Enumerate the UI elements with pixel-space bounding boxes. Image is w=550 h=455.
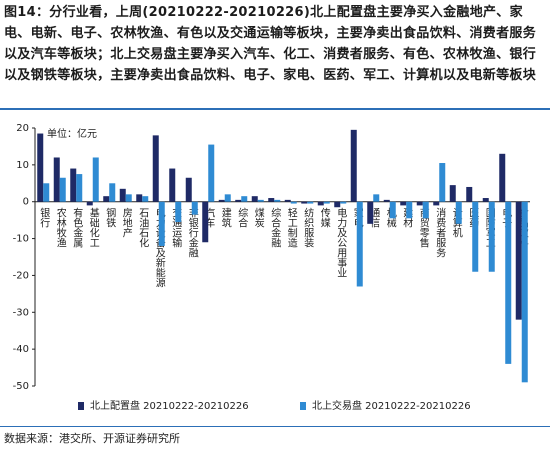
y-tick-label: 0 (23, 197, 29, 208)
bar (422, 201, 429, 219)
bar (383, 199, 390, 202)
bar (472, 201, 479, 272)
bar (488, 201, 495, 272)
x-tick-label: 纺织服装 (302, 207, 314, 249)
bar (191, 201, 198, 215)
x-tick-label: 建筑 (219, 207, 231, 228)
y-tick-label: 10 (16, 160, 29, 171)
bar (340, 201, 347, 204)
x-tick-label: 综合金融 (269, 207, 281, 249)
bar (400, 201, 407, 206)
bar (175, 201, 182, 222)
bar (439, 163, 446, 202)
x-tick-label: 银行 (38, 207, 50, 229)
legend-label: 北上配置盘 20210222-20210226 (90, 399, 249, 412)
bar (103, 196, 110, 202)
y-tick-label: 20 (16, 123, 29, 134)
bar (455, 201, 462, 224)
unit-label: 单位：亿元 (47, 127, 97, 140)
bar (268, 198, 275, 202)
x-tick-label: 基础化工 (87, 207, 99, 248)
x-tick-label: 钢铁 (104, 207, 116, 229)
x-tick-label: 传媒 (318, 208, 330, 229)
bar (505, 201, 512, 364)
bar (290, 201, 297, 204)
bar (521, 201, 528, 383)
bar (125, 194, 132, 202)
y-tick-label: -50 (13, 381, 29, 392)
bar (43, 183, 50, 202)
separator (0, 108, 550, 110)
bar (142, 196, 149, 202)
bar (389, 201, 396, 219)
bar (284, 199, 291, 202)
bar (323, 201, 330, 204)
bar (158, 201, 165, 246)
legend-swatch (300, 402, 306, 410)
bar (515, 201, 522, 320)
x-tick-label: 非银行金融 (186, 208, 198, 259)
bar (185, 177, 192, 202)
x-tick-label: 消费者服务 (434, 207, 446, 259)
x-tick-label: 煤炭 (252, 207, 264, 229)
bar (218, 199, 225, 202)
bar (152, 135, 159, 202)
bar (334, 201, 341, 208)
bar (208, 144, 215, 202)
bar (70, 168, 77, 202)
bar (499, 153, 506, 202)
bar (301, 201, 308, 204)
bar (449, 185, 456, 202)
bar (235, 199, 242, 202)
separator (0, 426, 550, 427)
y-tick-label: -20 (13, 270, 29, 281)
bar (251, 196, 258, 202)
bar (433, 201, 440, 206)
bar (482, 198, 489, 202)
y-tick-label: -40 (13, 344, 29, 355)
y-tick-label: -10 (13, 234, 29, 245)
bar (37, 133, 44, 202)
bar (356, 201, 363, 287)
bar (307, 201, 314, 204)
x-tick-label: 综合 (236, 207, 248, 229)
bar (59, 177, 66, 202)
bar (416, 201, 423, 206)
bar (92, 157, 99, 202)
bar (202, 201, 209, 243)
bar (119, 188, 126, 202)
bar (317, 201, 324, 206)
legend-label: 北上交易盘 20210222-20210226 (312, 399, 471, 412)
x-tick-label: 有色金属 (71, 207, 83, 249)
x-tick-label: 农林牧渔 (54, 207, 66, 249)
bar (53, 157, 60, 202)
bar (466, 186, 473, 202)
x-tick-label: 轻工制造 (285, 207, 297, 248)
y-tick-label: -30 (13, 307, 29, 318)
bar (373, 194, 380, 202)
x-tick-label: 石油石化 (137, 208, 149, 248)
bar (136, 194, 143, 202)
legend-swatch (78, 402, 84, 410)
bar (224, 194, 231, 202)
bar (169, 168, 176, 202)
bar (86, 201, 93, 206)
bar (76, 174, 83, 202)
source-note: 数据来源：港交所、开源证券研究所 (4, 432, 180, 445)
bar (109, 183, 116, 202)
bar (367, 201, 374, 224)
bar (241, 196, 248, 202)
bar (274, 199, 281, 202)
x-tick-label: 电力及公用事业 (335, 207, 347, 278)
chart: -50 -40 -30 -20 -10 0 10 20 单位：亿元银行 农林牧渔 有色金属 基础化工钢… (13, 123, 530, 412)
bar (350, 129, 357, 202)
chart-title: 图14：分行业看，上周(20210222-20210226)北上配置盘主要净买入… (4, 5, 537, 83)
x-tick-label: 房地产 (120, 207, 132, 239)
bar (406, 201, 413, 219)
bar (257, 199, 264, 202)
